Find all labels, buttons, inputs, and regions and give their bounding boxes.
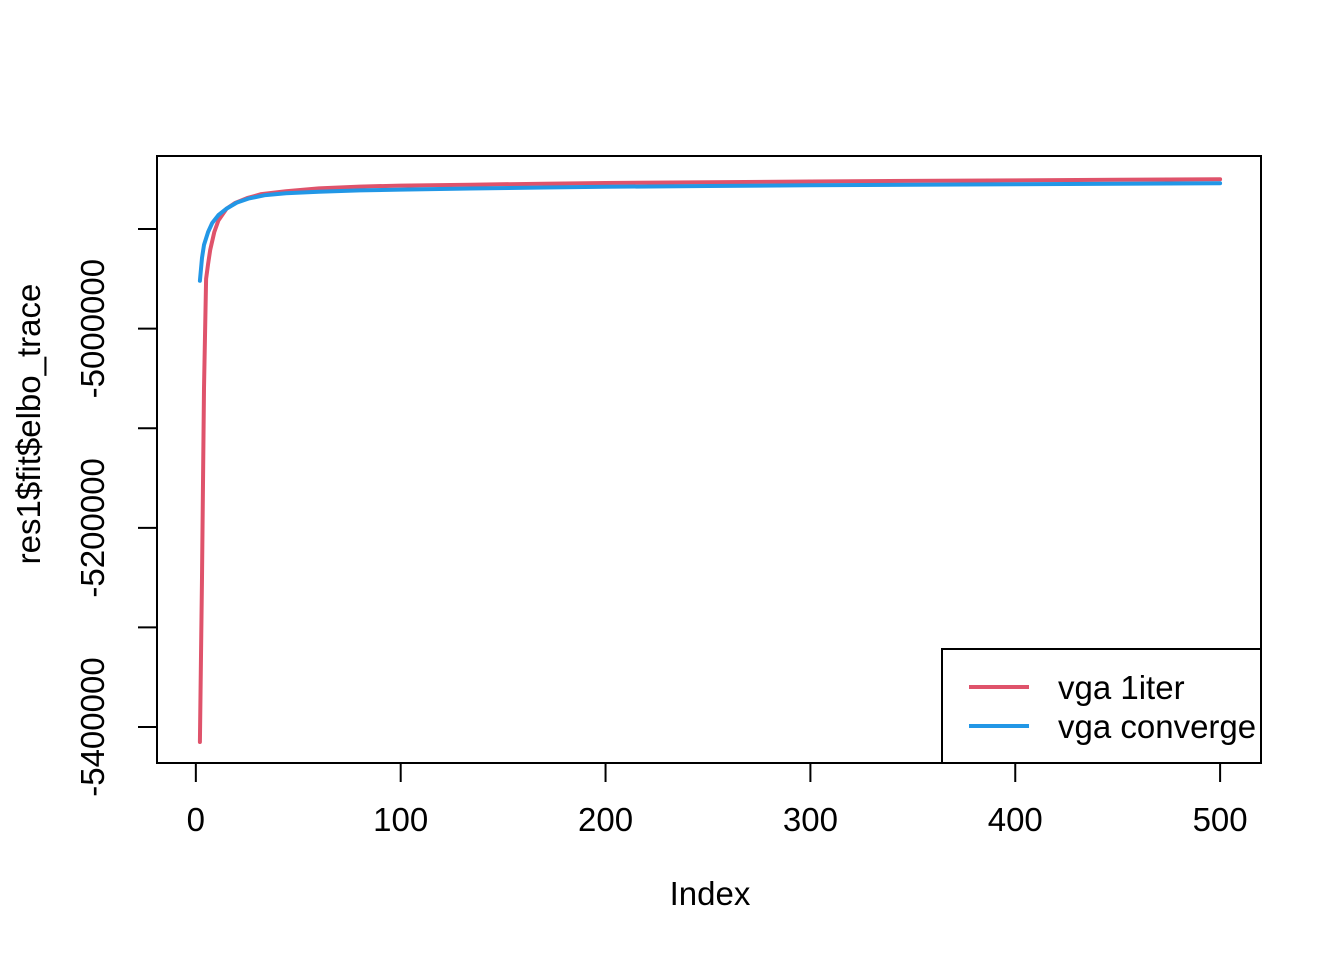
x-axis-title: Index <box>670 875 751 912</box>
legend: vga 1iter vga converge <box>941 648 1262 764</box>
x-axis: 0 100 200 300 400 500 <box>187 763 1248 838</box>
series-line-vga-converge <box>197 181 1223 283</box>
series-lines <box>197 177 1223 744</box>
y-tick-label--5400000: -5400000 <box>74 657 111 796</box>
plot-border <box>156 155 1262 764</box>
x-tick-label-100: 100 <box>373 801 428 838</box>
x-tick-label-500: 500 <box>1193 801 1248 838</box>
x-tick-label-300: 300 <box>783 801 838 838</box>
y-axis-title: res1$fit$elbo_trace <box>10 284 47 565</box>
legend-label-vga-converge: vga converge <box>1058 708 1256 745</box>
x-tick-label-200: 200 <box>578 801 633 838</box>
x-tick-label-0: 0 <box>187 801 205 838</box>
legend-label-vga-1iter: vga 1iter <box>1058 669 1185 706</box>
y-axis: -5000000 -5200000 -5400000 <box>74 228 157 797</box>
y-tick-label--5200000: -5200000 <box>74 458 111 597</box>
legend-border <box>941 648 1262 764</box>
x-tick-label-400: 400 <box>988 801 1043 838</box>
y-tick-label--5000000: -5000000 <box>74 259 111 398</box>
